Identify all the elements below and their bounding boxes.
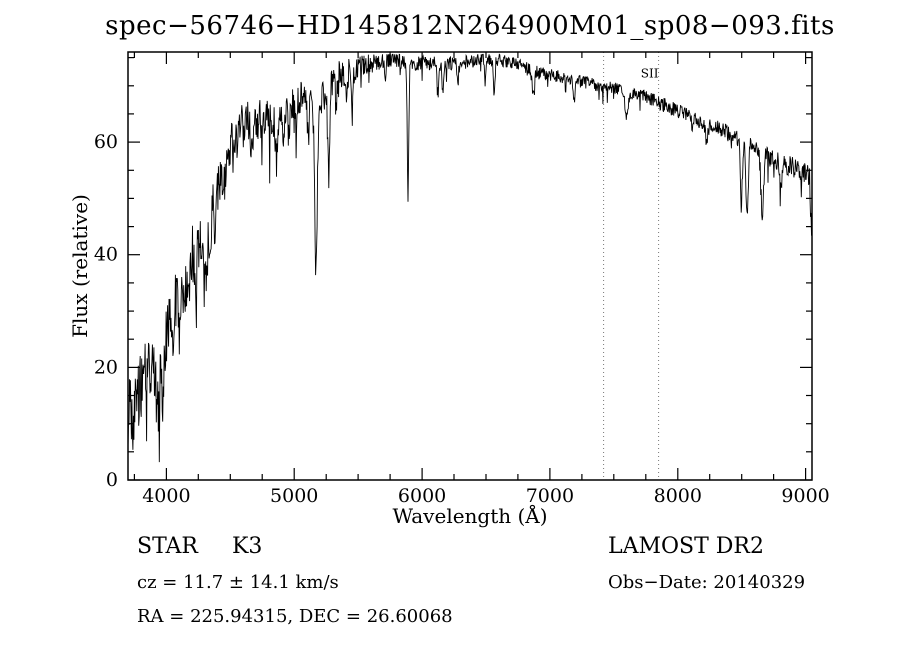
x-tick-label: 8000 [654,485,702,507]
y-tick-label: 0 [106,469,118,491]
x-tick-label: 7000 [526,485,574,507]
x-tick-label: 9000 [781,485,829,507]
x-axis-label: Wavelength (Å) [392,504,548,528]
y-axis-label: Flux (relative) [68,194,92,338]
x-tick-label: 5000 [270,485,318,507]
plot-frame [127,51,813,481]
axis-ticks [128,52,812,481]
obs-date: Obs−Date: 20140329 [608,572,806,593]
reference-line-label: SII [641,66,659,80]
x-tick-labels: 4000 5000 6000 7000 8000 9000 [142,485,830,507]
plot-title: spec−56746−HD145812N264900M01_sp08−093.f… [105,11,835,41]
spectrum-line [127,53,813,463]
y-tick-labels: 0 20 40 60 [94,131,118,491]
y-tick-label: 40 [94,244,118,266]
x-tick-label: 6000 [398,485,446,507]
x-tick-label: 4000 [142,485,190,507]
spectral-class-label: K3 [232,534,263,559]
y-tick-label: 20 [94,356,118,378]
cz-value: cz = 11.7 ± 14.1 km/s [137,572,339,593]
y-tick-label: 60 [94,131,118,153]
reference-lines: SII [603,52,660,480]
coordinates: RA = 225.94315, DEC = 26.60068 [137,606,453,627]
survey-label: LAMOST DR2 [608,534,764,559]
object-type-label: STAR [137,534,198,559]
